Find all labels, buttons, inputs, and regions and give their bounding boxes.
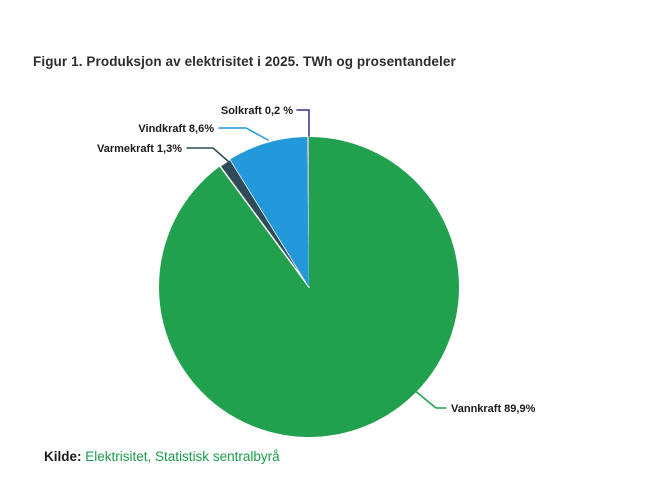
pie-label-vindkraft: Vindkraft 8,6%	[138, 123, 214, 135]
pie-slice-varmekraft	[219, 158, 310, 288]
pie-label-varmekraft: Varmekraft 1,3%	[97, 143, 182, 155]
source-prefix-label: Kilde:	[44, 449, 82, 464]
leader-line-vannkraft	[413, 389, 447, 409]
source-link[interactable]: Elektrisitet, Statistisk sentralbyrå	[85, 449, 280, 464]
figure-title: Figur 1. Produksjon av elektrisitet i 20…	[33, 54, 456, 69]
pie-label-solkraft: Solkraft 0,2 %	[221, 105, 293, 117]
pie-slice-solkraft	[307, 136, 309, 287]
leader-line-solkraft	[296, 109, 310, 137]
leader-line-varmekraft	[186, 147, 230, 163]
source-line: Kilde: Elektrisitet, Statistisk sentralb…	[44, 449, 280, 464]
pie-slice-vindkraft	[230, 137, 309, 287]
leader-line-vindkraft	[218, 127, 269, 141]
pie-label-vannkraft: Vannkraft 89,9%	[451, 403, 536, 415]
